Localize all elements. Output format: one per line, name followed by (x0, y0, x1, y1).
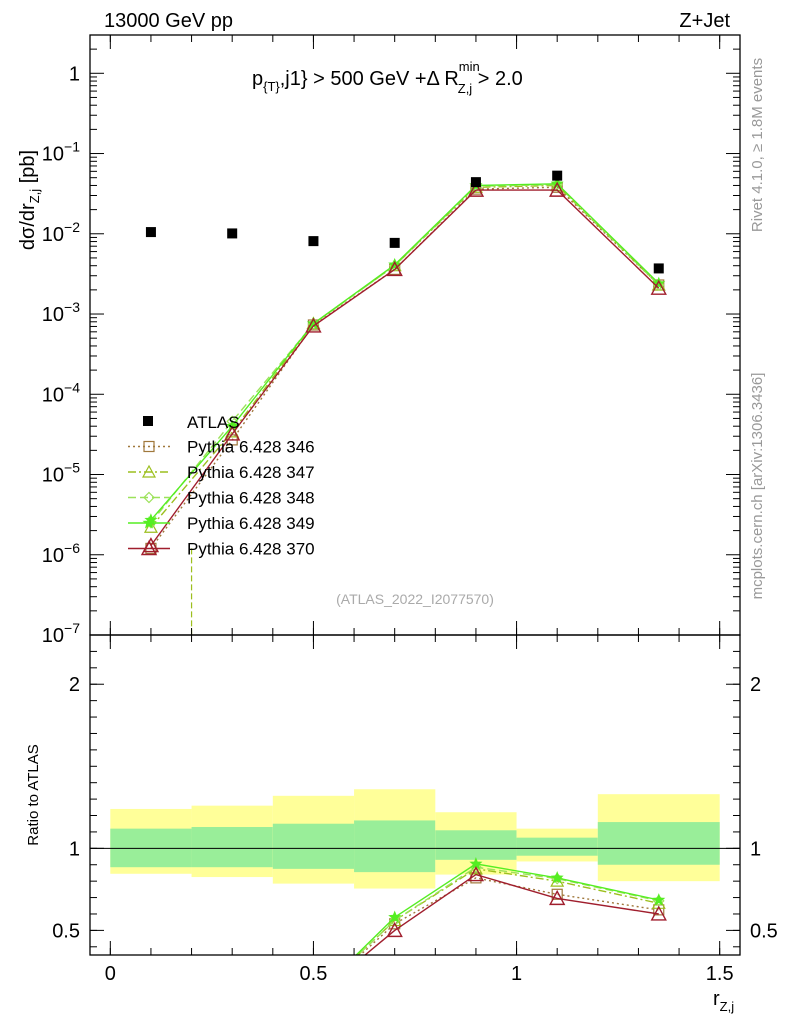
x-axis-label: rZ,j (713, 988, 734, 1014)
x-tick-label: 1.5 (706, 963, 734, 985)
legend-marker-pythia-6-428-347 (141, 464, 157, 478)
ratio-tick-label-right: 2 (750, 674, 761, 696)
y-axis-label: dσ/drZ,j [pb] (17, 150, 42, 250)
series-point-pythia-6-428-349 (388, 257, 402, 271)
ratio-y-axis-label: Ratio to ATLAS (25, 744, 42, 845)
ratio-point-pythia-6-428-370 (386, 921, 403, 938)
series-point-pythia-6-428-370 (305, 317, 322, 333)
series-point-pythia-6-428-370 (467, 181, 485, 197)
side-mcplots: mcplots.cern.ch [arXiv:1306.3436] (749, 373, 766, 600)
header-left: 13000 GeV pp (104, 10, 233, 32)
x-tick-label: 0 (105, 963, 116, 985)
legend-label-pythia-6-428-349: Pythia 6.428 349 (187, 514, 315, 533)
ratio-point-pythia-6-428-348 (388, 914, 401, 927)
ratio-tick-label-right: 1 (750, 838, 761, 860)
ratio-stat-band (191, 827, 273, 868)
legend-marker-pythia-6-428-346 (143, 440, 155, 453)
ratio-line-pythia-6-428-347 (357, 868, 659, 955)
y-tick-label: 10−1 (42, 139, 80, 166)
series-point-pythia-6-428-370 (386, 260, 403, 277)
legend-label-pythia-6-428-346: Pythia 6.428 346 (187, 438, 315, 457)
ratio-point-pythia-6-428-346 (653, 904, 665, 916)
y-tick-label: 10−2 (42, 219, 80, 246)
y-tick-label: 1 (69, 63, 80, 85)
series-point-pythia-6-428-370 (224, 425, 241, 441)
legend-marker-pythia-6-428-348 (143, 491, 155, 504)
legend-marker-pythia-6-428-349 (142, 516, 156, 529)
y-tick-label: 10−3 (42, 299, 80, 326)
ratio-stat-band (516, 837, 598, 856)
legend-label-pythia-6-428-348: Pythia 6.428 348 (187, 489, 315, 508)
x-tick-label: 0.5 (300, 963, 328, 985)
atlas-data-point (145, 227, 156, 238)
ratio-point-pythia-6-428-346 (551, 888, 563, 900)
legend-marker-atlas (143, 416, 153, 426)
legend-marker-pythia-6-428-370 (140, 540, 158, 556)
side-rivet: Rivet 4.1.0, ≥ 1.8M events (749, 58, 766, 232)
ratio-point-pythia-6-428-370 (650, 905, 667, 921)
analysis-watermark: (ATLAS_2022_I2077570) (336, 591, 494, 607)
series-line-pythia-6-428-370 (150, 189, 660, 547)
ratio-point-pythia-6-428-349 (550, 871, 564, 884)
ratio-tick-label-right: 0.5 (750, 920, 778, 942)
ratio-panel-frame (89, 634, 741, 956)
y-tick-label: 10−5 (42, 460, 80, 487)
x-tick-label: 1 (511, 963, 522, 985)
ratio-stat-band (272, 823, 355, 869)
y-tick-label: 10−6 (42, 540, 80, 567)
atlas-data-point (653, 263, 664, 274)
series-point-pythia-6-428-370 (650, 279, 667, 295)
header-right: Z+Jet (679, 10, 730, 32)
legend-label-pythia-6-428-347: Pythia 6.428 347 (187, 463, 315, 482)
chart-title: p{T},j1} > 500 GeV +Δ Rmin Z,j > 2.0 (252, 59, 523, 96)
ratio-stat-band (354, 820, 436, 873)
atlas-data-point (389, 237, 400, 248)
ratio-tick-label-left: 1 (69, 838, 80, 860)
ratio-point-pythia-6-428-349 (652, 893, 666, 906)
ratio-stat-band (435, 830, 517, 860)
ratio-stat-band (597, 822, 720, 865)
ratio-tick-label-left: 2 (69, 674, 80, 696)
y-tick-label: 10−4 (42, 379, 80, 406)
atlas-data-point (227, 228, 238, 239)
legend-label-pythia-6-428-370: Pythia 6.428 370 (187, 540, 315, 559)
ratio-point-pythia-6-428-349 (388, 910, 402, 923)
series-point-pythia-6-428-370 (549, 181, 566, 197)
ratio-line-pythia-6-428-346 (359, 877, 659, 955)
ratio-point-pythia-6-428-370 (549, 889, 566, 906)
atlas-data-point (308, 236, 319, 247)
series-point-pythia-6-428-349 (652, 276, 666, 290)
y-tick-label: 10−7 (42, 620, 80, 647)
atlas-data-point (552, 170, 563, 181)
ratio-line-pythia-6-428-370 (364, 873, 659, 955)
series-point-pythia-6-428-347 (143, 520, 158, 533)
atlas-data-point (470, 177, 481, 188)
ratio-line-pythia-6-428-348 (357, 866, 659, 955)
ratio-tick-label-left: 0.5 (52, 920, 80, 942)
ratio-point-pythia-6-428-370 (467, 866, 485, 882)
legend-label-atlas: ATLAS (187, 413, 240, 432)
